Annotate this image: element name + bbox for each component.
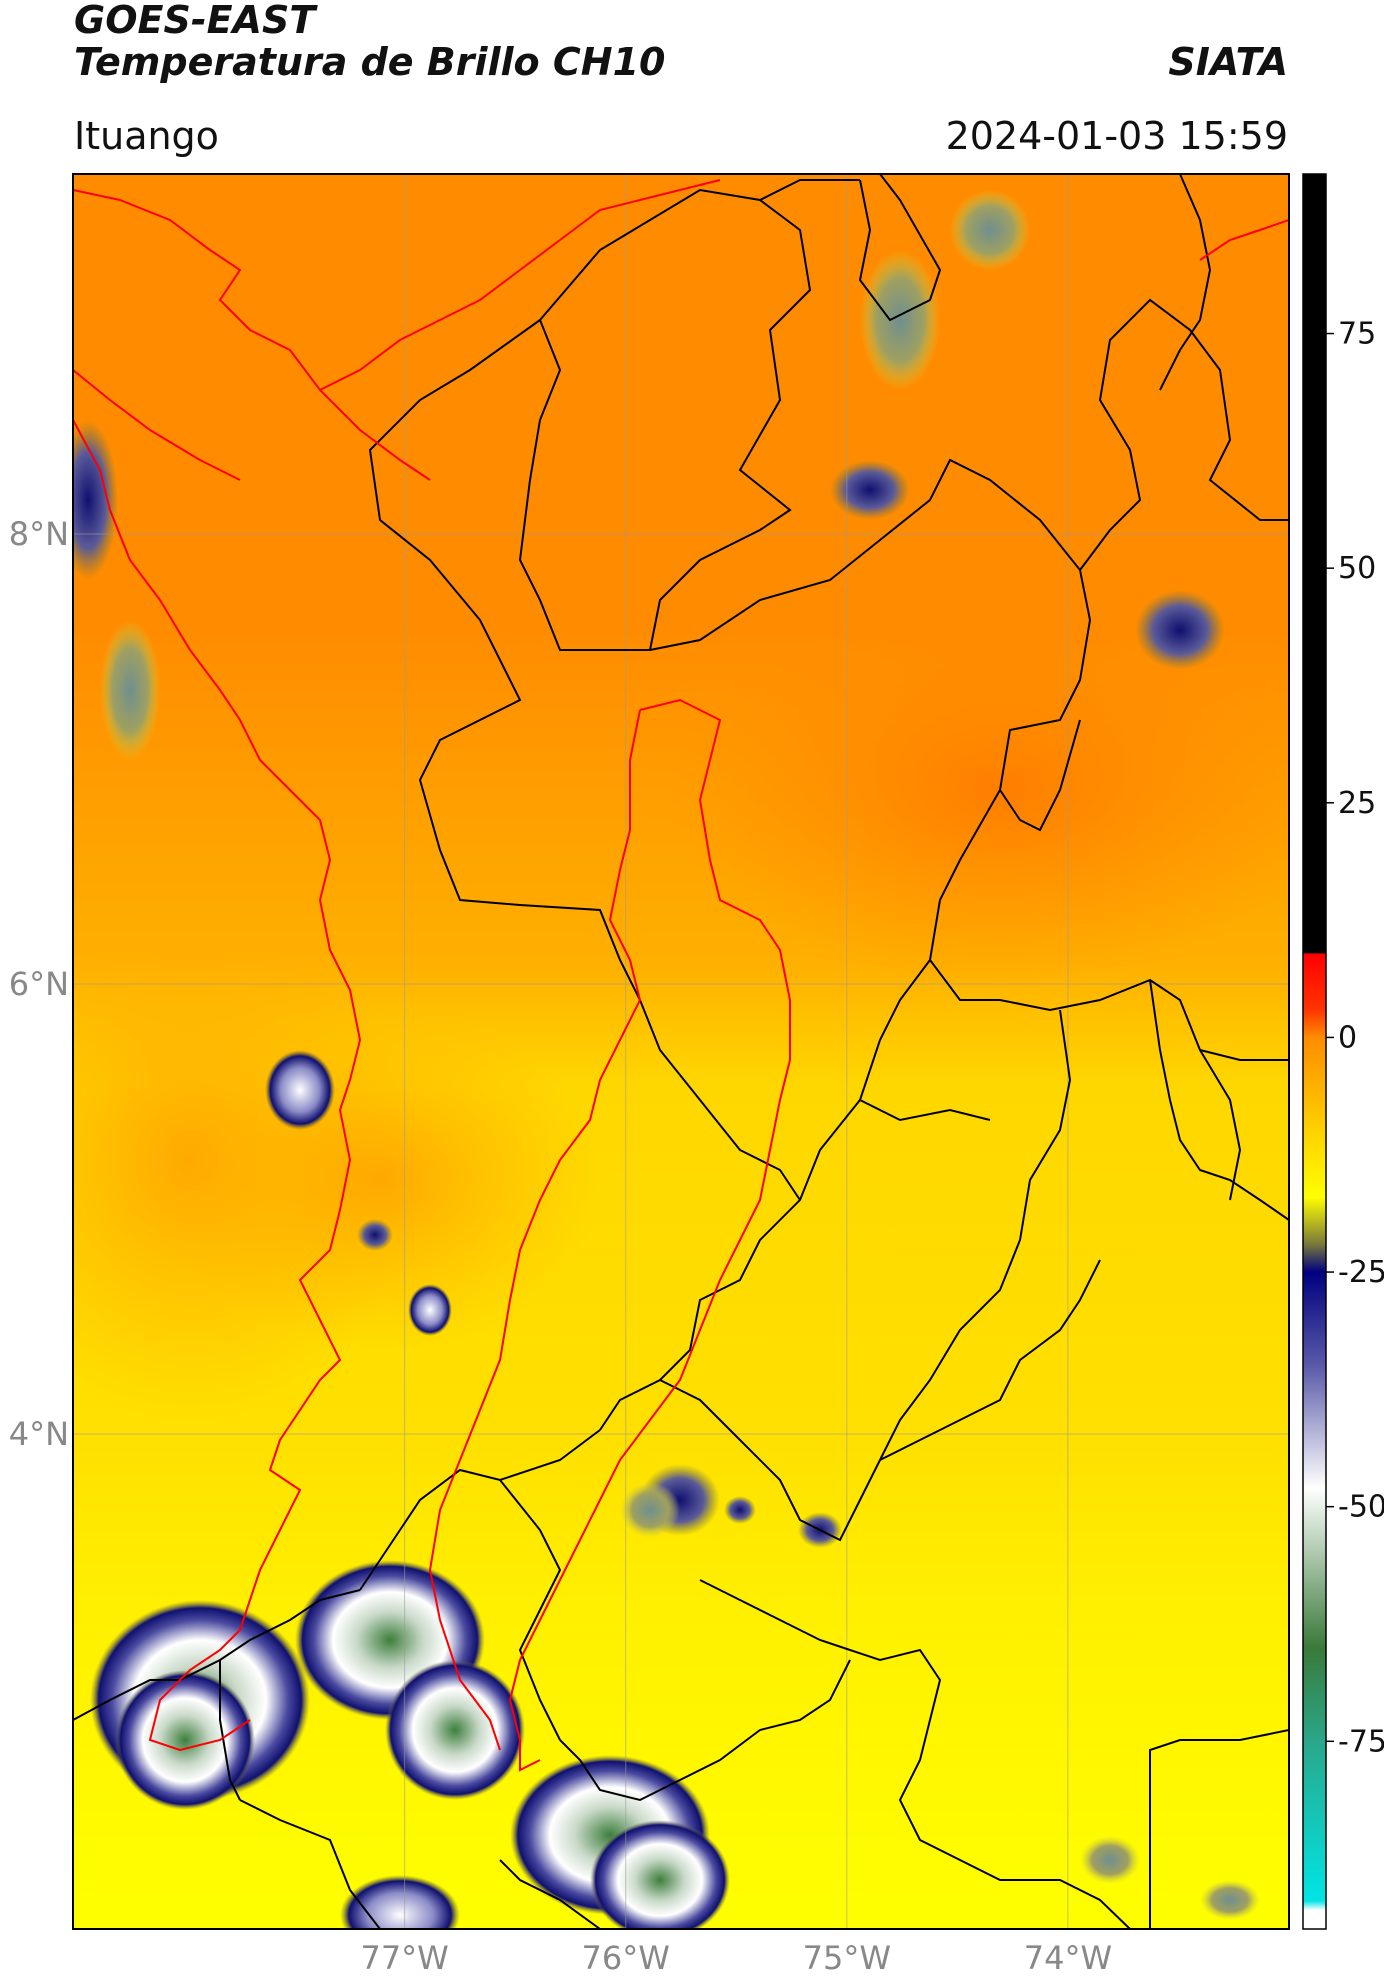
cloud-cluster xyxy=(265,1050,335,1130)
colorbar xyxy=(1302,173,1327,1930)
timestamp-label: 2024-01-03 15:59 xyxy=(945,114,1288,158)
brightness-temperature-field xyxy=(73,174,1289,1929)
coastline-and-basin xyxy=(73,179,1289,1772)
department-boundaries xyxy=(73,174,1289,1929)
latitude-tick-label: 6°N xyxy=(9,965,69,1003)
gridlines xyxy=(73,174,1289,1929)
colorbar-tick-label: 75 xyxy=(1338,317,1376,352)
colorbar-tick-label: -50 xyxy=(1338,1490,1384,1525)
product-title: Temperatura de Brillo CH10 xyxy=(74,40,666,84)
satellite-title: GOES-EAST xyxy=(74,0,316,42)
colorbar-tick-label: -75 xyxy=(1338,1724,1384,1759)
map-frame xyxy=(72,173,1290,1930)
region-label: Ituango xyxy=(74,114,219,158)
colorbar-tick-label: 0 xyxy=(1338,1020,1357,1055)
latitude-labels: 8°N 6°N 4°N xyxy=(9,515,69,1453)
colorbar-tick-label: 25 xyxy=(1338,786,1376,821)
colorbar-tick-label: -25 xyxy=(1338,1255,1384,1290)
latitude-tick-label: 4°N xyxy=(9,1415,69,1453)
longitude-labels: 77°W 76°W 75°W 74°W xyxy=(360,1939,1112,1977)
longitude-tick-label: 76°W xyxy=(582,1939,670,1977)
colorbar-tick-label: 50 xyxy=(1338,551,1376,586)
colorbar-ticks: 75 50 25 0 -25 -50 -75 xyxy=(1326,317,1384,1759)
latitude-tick-label: 8°N xyxy=(9,515,69,553)
longitude-tick-label: 77°W xyxy=(360,1939,448,1977)
longitude-tick-label: 74°W xyxy=(1024,1939,1112,1977)
brand-label: SIATA xyxy=(1168,40,1288,84)
longitude-tick-label: 75°W xyxy=(803,1939,891,1977)
